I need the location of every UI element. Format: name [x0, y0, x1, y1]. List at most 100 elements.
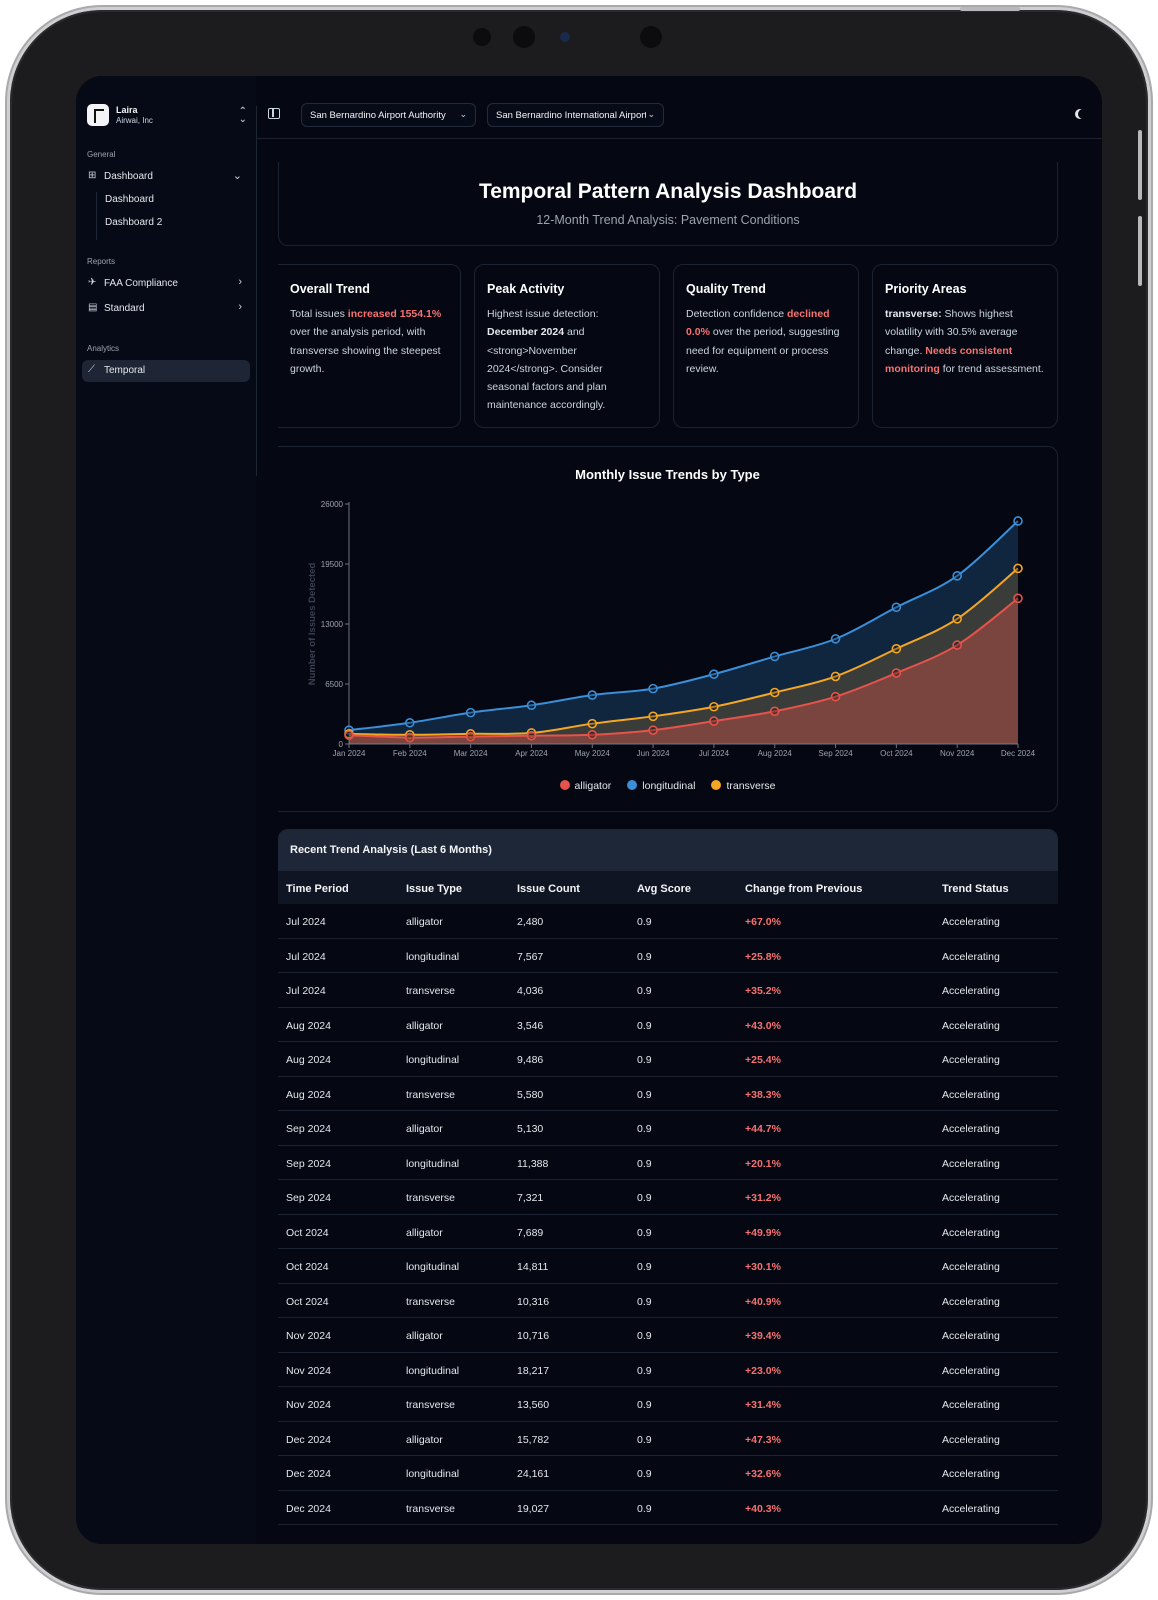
moon-icon[interactable] [1078, 109, 1088, 119]
sidebar-item-temporal[interactable]: ⟋ Temporal [82, 360, 250, 382]
top-button [960, 7, 1020, 11]
sidebar-item-label: Dashboard [104, 171, 153, 182]
table-cell: Dec 2024 [286, 1502, 331, 1515]
table-cell: transverse [406, 1192, 456, 1204]
table-cell: +38.3% [745, 1088, 781, 1101]
y-tick-label: 6500 [325, 680, 343, 689]
legend-swatch [559, 780, 570, 790]
chevron-up-down-icon: ⌃ ⌄ [238, 106, 247, 125]
alligator-series-line [348, 597, 1019, 739]
airport-select[interactable]: San Bernardino International Airport ⌄ [487, 103, 664, 127]
sidebar-item-faa-compliance[interactable]: ✈ FAA Compliance › [82, 273, 250, 295]
x-tick-label: May 2024 [575, 749, 611, 758]
table-cell: Accelerating [942, 1502, 1000, 1515]
table-cell: +49.9% [745, 1226, 781, 1239]
table-cell: +31.4% [745, 1399, 781, 1411]
chart-title: Monthly Issue Trends by Type [575, 467, 760, 482]
legend-item[interactable]: transverse [711, 780, 775, 792]
table-cell: longitudinal [406, 950, 460, 963]
table-cell: +40.9% [745, 1295, 781, 1308]
table-cell: 10,316 [517, 1295, 550, 1308]
table-column-headers: Time Period Issue Type Issue Count Avg S… [278, 871, 1058, 904]
table-cell: 10,716 [517, 1330, 550, 1342]
authority-select[interactable]: San Bernardino Airport Authority ⌄ [301, 103, 476, 127]
table-row: Sep 2024 longitudinal 11,388 0.9 +20.1% Accel… [278, 1146, 1058, 1180]
chevron-down-icon: ⌄ [232, 170, 242, 182]
sidebar-item-label: Standard [104, 303, 145, 314]
chevron-down-icon: ⌄ [459, 109, 467, 119]
legend-label: alligator [574, 780, 612, 792]
table-cell: Accelerating [942, 1433, 1000, 1446]
chart-legend: alligator longitudinal transverse [278, 780, 1057, 792]
org-name: Laira [116, 105, 138, 115]
trend-table: Recent Trend Analysis (Last 6 Months) Ti… [278, 829, 1058, 1544]
table-cell: +43.0% [745, 1019, 781, 1032]
table-row: Sep 2024 alligator 5,130 0.9 +44.7% Accelerat… [278, 1111, 1058, 1146]
card-peak-activity: Peak Activity Highest issue detection: D… [474, 264, 660, 428]
sidebar-subitem-dashboard-2[interactable]: Dashboard 2 [105, 217, 163, 228]
table-cell: Accelerating [942, 1088, 1000, 1101]
transverse-data-point [1013, 563, 1023, 574]
table-cell: 5,130 [517, 1123, 544, 1135]
grid-icon: ⊞ [88, 170, 97, 181]
org-logo-icon [87, 104, 109, 126]
legend-item[interactable]: longitudinal [627, 780, 695, 792]
sidebar-subitem-dashboard[interactable]: Dashboard [105, 194, 154, 205]
transverse-data-point [648, 711, 658, 722]
table-cell: 0.9 [637, 1088, 652, 1101]
table-cell: 0.9 [637, 950, 652, 963]
sidebar-item-dashboard[interactable]: ⊞ Dashboard ⌄ [82, 166, 250, 188]
x-tick-label: Dec 2024 [1001, 749, 1036, 758]
table-cell: Sep 2024 [286, 1192, 331, 1204]
section-label-reports: Reports [87, 257, 116, 266]
screen: Laira Airwai, Inc ⌃ ⌄ General ⊞ Dashboard… [76, 76, 1102, 1544]
longitudinal-data-point [709, 669, 719, 679]
camera-lens-icon [560, 32, 570, 42]
card-text: transverse: Shows highest volatility wit… [885, 305, 1045, 378]
sensor-dot [640, 26, 662, 48]
sidebar-divider [256, 106, 257, 476]
card-text-part: Shows highest volatility with 30.5% aver… [885, 308, 1018, 357]
plane-icon: ✈ [88, 277, 97, 288]
table-cell: transverse [406, 1088, 456, 1101]
alligator-data-point [769, 706, 780, 717]
sidebar-item-label: Temporal [104, 365, 146, 376]
longitudinal-series-line [348, 520, 1019, 732]
table-row: Aug 2024 longitudinal 9,486 0.9 +25.4% Accele… [278, 1042, 1058, 1077]
issue-trends-chart: 0 6500 13000 19500 26000 Jan 2024 Feb 2024 Mar … [307, 500, 1036, 758]
table-cell: 15,782 [517, 1433, 550, 1446]
table-cell: Accelerating [942, 1330, 1000, 1342]
org-subtitle: Airwai, Inc [116, 116, 153, 125]
table-cell: Accelerating [942, 985, 1000, 997]
table-cell: alligator [406, 1433, 443, 1446]
table-cell: longitudinal [406, 1468, 460, 1480]
table-row: Nov 2024 longitudinal 18,217 0.9 +23.0% Accel… [278, 1353, 1058, 1387]
page-title: Temporal Pattern Analysis Dashboard [478, 180, 858, 203]
sidebar-item-standard[interactable]: ▤ Standard › [82, 298, 250, 320]
table-cell: +40.3% [745, 1502, 781, 1515]
legend-item[interactable]: alligator [559, 780, 612, 792]
table-cell: 0.9 [637, 1192, 652, 1204]
table-cell: Accelerating [942, 1261, 1000, 1273]
x-tick-label: Jan 2024 [333, 749, 366, 758]
org-switcher[interactable]: Laira Airwai, Inc ⌃ ⌄ [87, 104, 247, 128]
y-tick-label: 19500 [321, 560, 344, 569]
table-cell: +32.6% [745, 1468, 781, 1480]
table-cell: Nov 2024 [286, 1330, 331, 1342]
chevron-down-icon: ⌄ [647, 109, 655, 119]
col-header: Avg Score [637, 883, 692, 895]
table-cell: Accelerating [942, 1123, 1000, 1135]
card-quality-trend: Quality Trend Detection confidence decli… [673, 264, 859, 428]
sidebar-toggle-icon[interactable] [268, 108, 280, 119]
table-cell: +31.2% [745, 1192, 781, 1204]
card-text-part: and <strong>November 2024</strong>. Cons… [487, 326, 607, 412]
transverse-data-point [769, 687, 780, 698]
longitudinal-data-point [952, 571, 962, 581]
col-header: Issue Type [406, 883, 463, 895]
table-cell: +23.0% [745, 1364, 781, 1377]
card-text: Detection confidence declined 0.0% over … [686, 305, 846, 378]
table-cell: 0.9 [637, 1433, 652, 1446]
chart-panel: Monthly Issue Trends by Type 0 6500 13000 1… [278, 446, 1058, 812]
table-cell: +20.1% [745, 1157, 781, 1170]
clipboard-icon: ▤ [88, 302, 98, 313]
